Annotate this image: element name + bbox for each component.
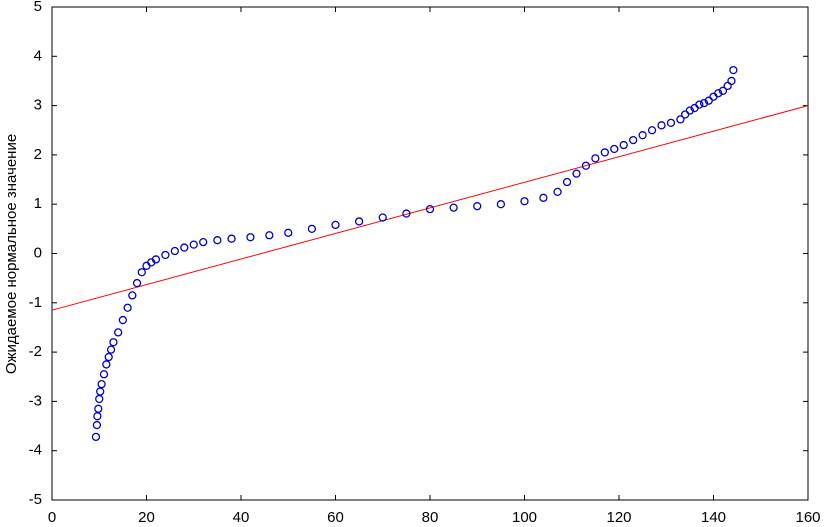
data-point bbox=[189, 240, 198, 249]
data-point bbox=[354, 217, 364, 226]
fit-line bbox=[51, 105, 809, 311]
y-tick-label: 3 bbox=[34, 97, 42, 114]
x-tick-label: 100 bbox=[512, 509, 537, 526]
data-point bbox=[520, 197, 529, 206]
x-tick-label: 140 bbox=[701, 509, 726, 526]
data-point bbox=[91, 432, 101, 442]
y-tick-label: -5 bbox=[29, 491, 42, 508]
x-tick-label: 120 bbox=[606, 509, 631, 526]
y-tick-label: 1 bbox=[34, 195, 42, 212]
data-point bbox=[539, 193, 548, 202]
data-point bbox=[123, 303, 132, 312]
data-point bbox=[104, 352, 113, 362]
data-point bbox=[714, 89, 723, 98]
data-point bbox=[425, 204, 435, 214]
data-point bbox=[109, 338, 118, 347]
data-point bbox=[151, 255, 161, 264]
y-tick-label: -2 bbox=[29, 343, 42, 360]
data-point bbox=[473, 202, 482, 211]
x-tick-label: 160 bbox=[795, 509, 820, 526]
data-point bbox=[718, 86, 728, 95]
x-tick-label: 40 bbox=[233, 509, 250, 526]
x-tick-label: 60 bbox=[327, 509, 344, 526]
data-point bbox=[118, 315, 128, 325]
data-point bbox=[629, 135, 638, 145]
data-point bbox=[128, 291, 137, 300]
data-point bbox=[265, 231, 274, 240]
data-point bbox=[99, 370, 109, 379]
data-point bbox=[610, 144, 619, 154]
data-point bbox=[562, 177, 572, 187]
y-tick-label: 4 bbox=[34, 47, 42, 64]
data-point bbox=[180, 243, 189, 252]
data-point bbox=[170, 246, 180, 256]
y-tick-label: 2 bbox=[34, 146, 42, 163]
y-axis-label: Ожидаемое нормальное значение bbox=[3, 134, 20, 374]
data-point bbox=[132, 278, 142, 288]
data-point bbox=[727, 76, 736, 86]
data-point bbox=[199, 238, 208, 247]
data-point bbox=[161, 250, 170, 260]
data-point bbox=[114, 328, 123, 337]
data-point bbox=[553, 187, 562, 197]
data-point bbox=[699, 98, 709, 108]
y-tick-label: -4 bbox=[29, 442, 42, 459]
data-point bbox=[685, 106, 695, 115]
data-point bbox=[94, 404, 103, 413]
data-point bbox=[666, 118, 676, 128]
data-point bbox=[581, 161, 591, 170]
data-point bbox=[647, 126, 657, 135]
data-point bbox=[227, 234, 236, 243]
y-tick-label: 5 bbox=[34, 0, 42, 15]
y-tick-label: 0 bbox=[34, 244, 42, 261]
x-tick-label: 80 bbox=[422, 509, 439, 526]
data-point bbox=[496, 200, 506, 209]
data-point bbox=[638, 131, 647, 140]
data-point bbox=[695, 100, 704, 109]
data-point bbox=[657, 121, 666, 130]
data-point bbox=[591, 154, 600, 163]
data-point bbox=[284, 228, 293, 237]
data-point bbox=[92, 420, 102, 430]
data-point bbox=[246, 233, 255, 242]
data-point bbox=[729, 65, 738, 75]
data-point bbox=[676, 115, 685, 124]
y-tick-label: -3 bbox=[29, 392, 42, 409]
data-point bbox=[600, 148, 609, 157]
data-point bbox=[137, 268, 146, 277]
y-tick-label: -1 bbox=[29, 294, 42, 311]
data-point bbox=[97, 379, 106, 389]
x-tick-label: 0 bbox=[48, 509, 56, 526]
x-tick-label: 20 bbox=[138, 509, 155, 526]
data-point bbox=[378, 213, 387, 222]
data-point bbox=[619, 140, 628, 150]
data-point bbox=[449, 203, 458, 212]
data-point bbox=[307, 224, 317, 234]
data-point bbox=[106, 345, 116, 354]
data-point bbox=[213, 236, 222, 245]
data-point bbox=[331, 220, 340, 230]
data-point bbox=[102, 360, 111, 369]
data-point bbox=[572, 169, 581, 178]
data-point bbox=[402, 209, 411, 218]
